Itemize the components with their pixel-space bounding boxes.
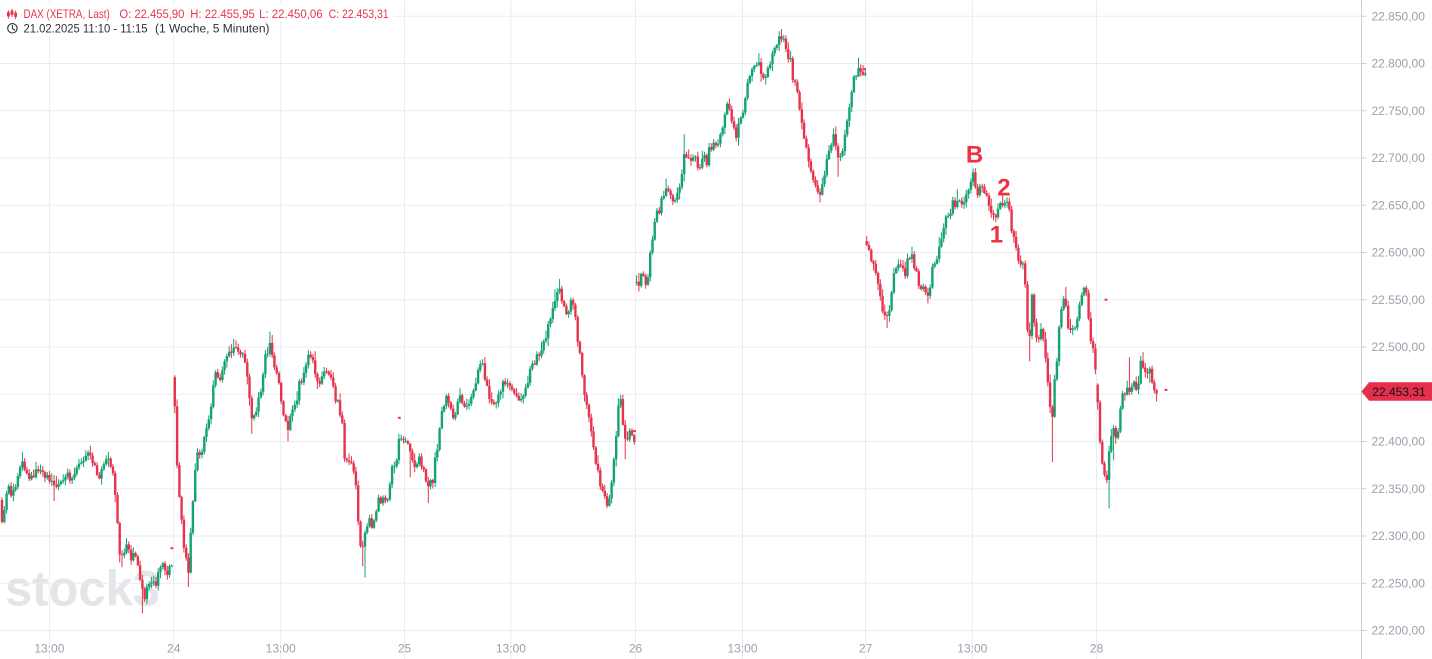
svg-text:2: 2 <box>997 175 1010 202</box>
svg-text:22.500,00: 22.500,00 <box>1372 340 1426 354</box>
svg-text:1: 1 <box>990 221 1003 248</box>
svg-text:L: 22.450,06: L: 22.450,06 <box>259 7 323 21</box>
svg-text:24: 24 <box>167 642 181 656</box>
svg-text:(1 Woche, 5 Minuten): (1 Woche, 5 Minuten) <box>155 22 270 36</box>
svg-text:O: 22.455,90: O: 22.455,90 <box>119 7 184 21</box>
svg-text:13:00: 13:00 <box>957 642 987 656</box>
svg-text:21.02.2025 11:10 - 11:15: 21.02.2025 11:10 - 11:15 <box>24 22 148 36</box>
svg-text:DAX (XETRA, Last): DAX (XETRA, Last) <box>24 7 110 21</box>
svg-text:25: 25 <box>398 642 412 656</box>
svg-text:B: B <box>966 142 983 169</box>
svg-text:13:00: 13:00 <box>727 642 757 656</box>
svg-text:22.650,00: 22.650,00 <box>1372 198 1426 212</box>
svg-text:22.550,00: 22.550,00 <box>1372 293 1426 307</box>
svg-text:C: 22.453,31: C: 22.453,31 <box>329 7 389 21</box>
svg-text:13:00: 13:00 <box>496 642 526 656</box>
svg-text:27: 27 <box>859 642 873 656</box>
svg-text:22.700,00: 22.700,00 <box>1372 151 1426 165</box>
svg-text:26: 26 <box>629 642 643 656</box>
svg-text:22.300,00: 22.300,00 <box>1372 529 1426 543</box>
svg-text:22.750,00: 22.750,00 <box>1372 104 1426 118</box>
svg-text:22.600,00: 22.600,00 <box>1372 246 1426 260</box>
svg-text:22.350,00: 22.350,00 <box>1372 482 1426 496</box>
svg-text:H: 22.455,95: H: 22.455,95 <box>190 7 255 21</box>
svg-text:22.400,00: 22.400,00 <box>1372 435 1426 449</box>
svg-text:stock3: stock3 <box>5 561 160 617</box>
svg-text:28: 28 <box>1090 642 1104 656</box>
svg-text:22.453,31: 22.453,31 <box>1372 385 1426 399</box>
svg-text:22.800,00: 22.800,00 <box>1372 57 1426 71</box>
svg-text:22.850,00: 22.850,00 <box>1372 9 1426 23</box>
svg-text:13:00: 13:00 <box>34 642 64 656</box>
svg-text:13:00: 13:00 <box>266 642 296 656</box>
svg-text:22.250,00: 22.250,00 <box>1372 576 1426 590</box>
svg-text:22.200,00: 22.200,00 <box>1372 624 1426 638</box>
